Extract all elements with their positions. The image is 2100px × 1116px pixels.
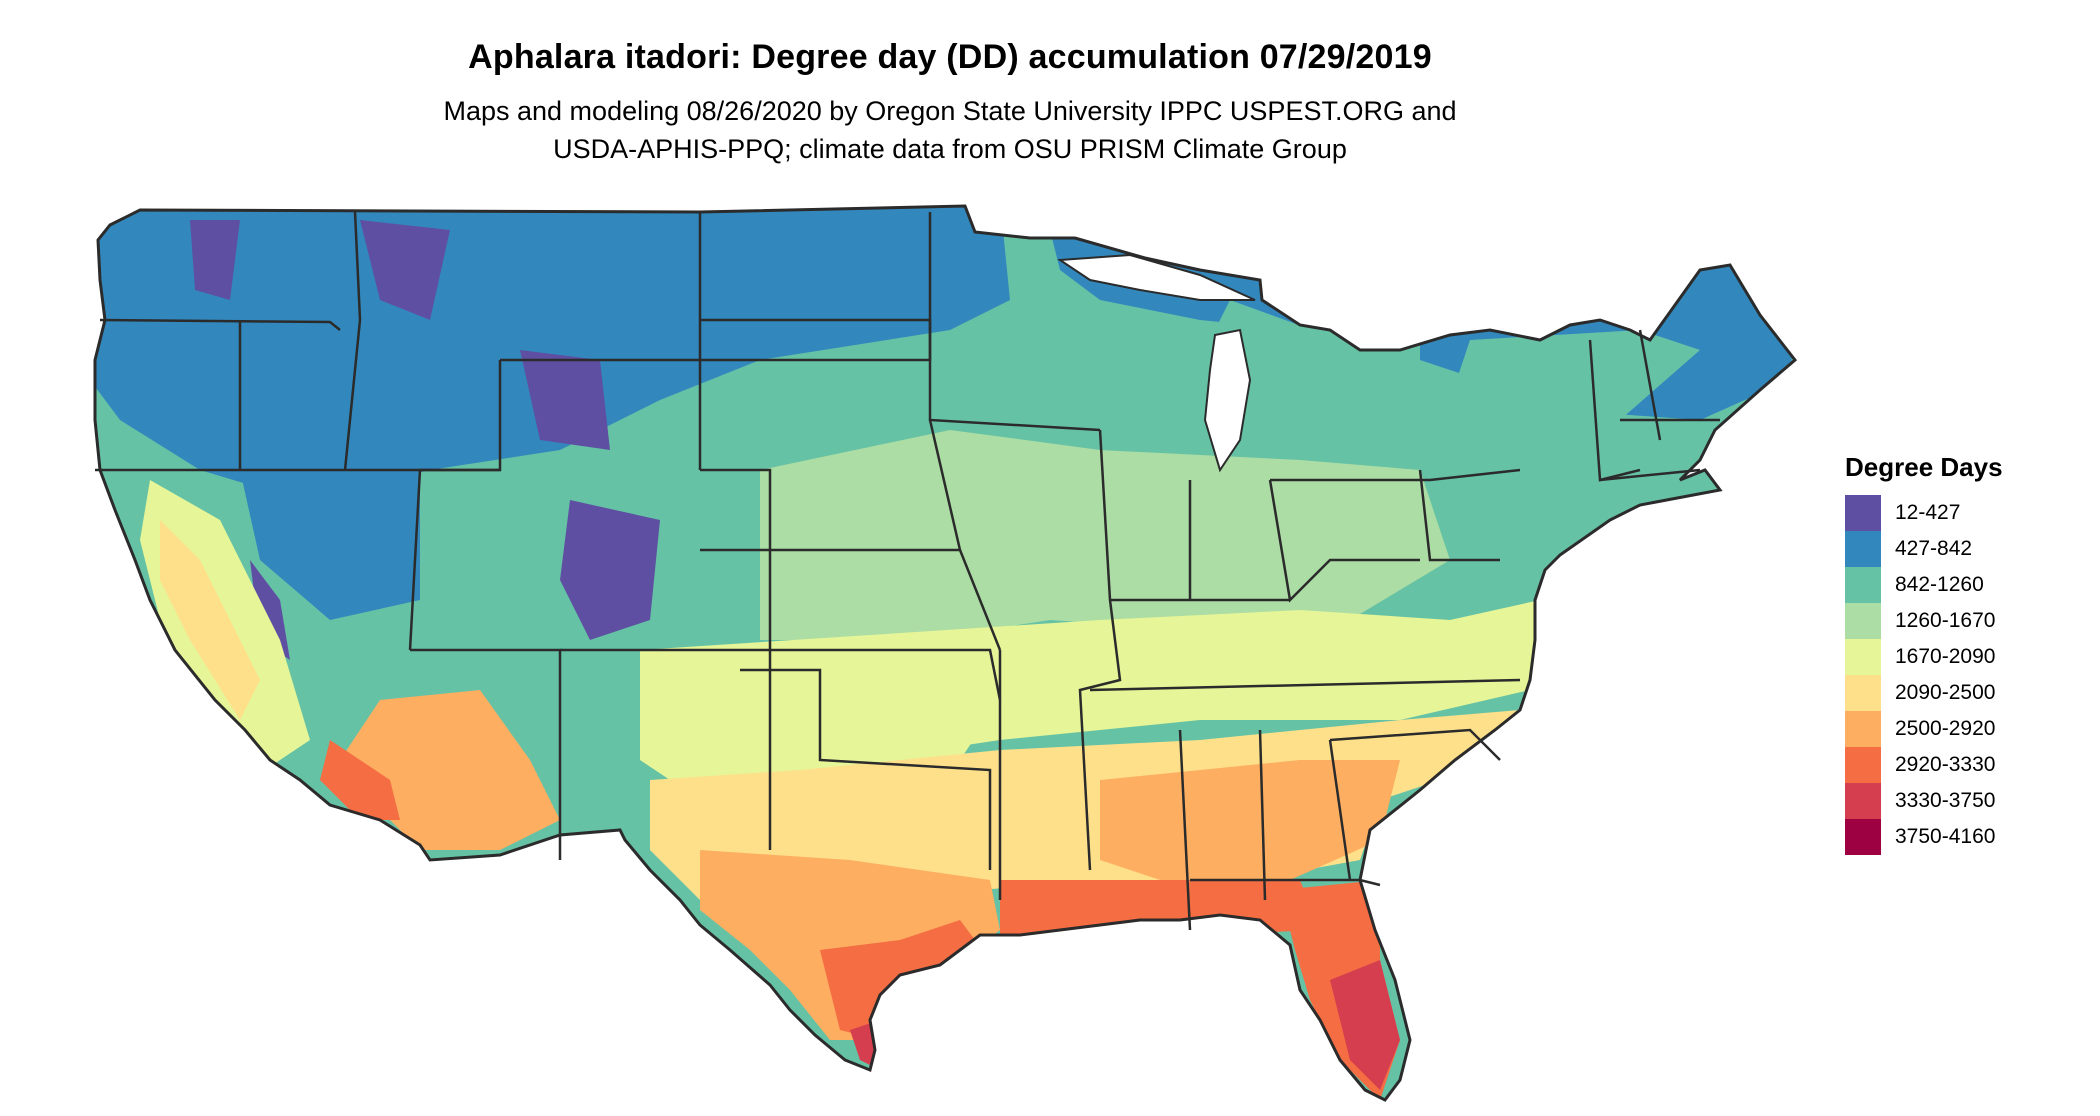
map-subtitle: Maps and modeling 08/26/2020 by Oregon S… [0, 92, 1900, 168]
legend-label: 842-1260 [1895, 573, 1984, 596]
legend: Degree Days 12-427 427-842 842-1260 1260-16… [1845, 452, 2003, 855]
legend-swatch [1845, 603, 1881, 639]
legend-label: 1670-2090 [1895, 645, 1996, 668]
legend-item: 2500-2920 [1845, 711, 2003, 747]
legend-swatch [1845, 711, 1881, 747]
legend-item: 427-842 [1845, 531, 2003, 567]
legend-item: 3750-4160 [1845, 819, 2003, 855]
legend-item: 2920-3330 [1845, 747, 2003, 783]
legend-label: 427-842 [1895, 537, 1973, 560]
legend-swatch [1845, 639, 1881, 675]
legend-swatch [1845, 495, 1881, 531]
legend-swatch [1845, 531, 1881, 567]
legend-item: 842-1260 [1845, 567, 2003, 603]
legend-items: 12-427 427-842 842-1260 1260-1670 1670-2090 2… [1845, 495, 2003, 855]
legend-swatch [1845, 567, 1881, 603]
subtitle-line-1: Maps and modeling 08/26/2020 by Oregon S… [443, 96, 1457, 126]
legend-label: 3750-4160 [1895, 825, 1996, 848]
legend-item: 2090-2500 [1845, 675, 2003, 711]
map-title: Aphalara itadori: Degree day (DD) accumu… [468, 38, 1432, 76]
lake-michigan [1203, 328, 1252, 473]
legend-label: 12-427 [1895, 501, 1961, 524]
legend-swatch [1845, 675, 1881, 711]
legend-label: 1260-1670 [1895, 609, 1996, 632]
legend-item: 3330-3750 [1845, 783, 2003, 819]
legend-label: 2920-3330 [1895, 753, 1996, 776]
us-outline [93, 204, 1798, 1102]
legend-label: 2090-2500 [1895, 681, 1996, 704]
subtitle-line-2: USDA-APHIS-PPQ; climate data from OSU PR… [553, 134, 1347, 164]
legend-item: 12-427 [1845, 495, 2003, 531]
legend-label: 3330-3750 [1895, 789, 1996, 812]
legend-title: Degree Days [1845, 452, 2003, 482]
legend-swatch [1845, 783, 1881, 819]
legend-item: 1260-1670 [1845, 603, 2003, 639]
legend-item: 1670-2090 [1845, 639, 2003, 675]
legend-swatch [1845, 819, 1881, 855]
legend-swatch [1845, 747, 1881, 783]
lake-superior [1057, 253, 1256, 301]
legend-label: 2500-2920 [1895, 717, 1996, 740]
state-boundaries [95, 211, 1720, 931]
